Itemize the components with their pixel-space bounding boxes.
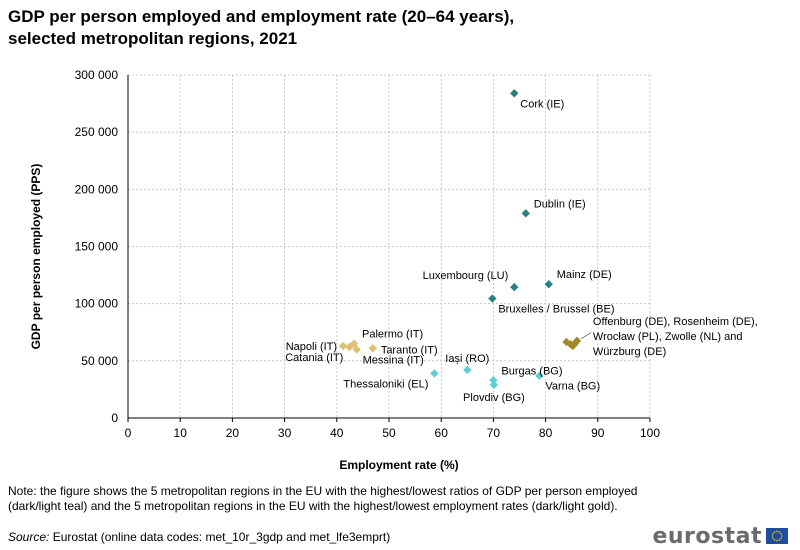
eu-flag-icon — [766, 528, 788, 544]
chart-note: Note: the figure shows the 5 metropolita… — [8, 484, 638, 513]
point-label: Luxembourg (LU) — [423, 270, 509, 282]
point-label: Palermo (IT) — [362, 329, 423, 341]
flag-star-icon — [778, 531, 781, 533]
flag-star-icon — [772, 532, 774, 535]
x-tick-label: 70 — [487, 426, 501, 440]
x-tick-label: 30 — [278, 426, 292, 440]
point-label: Messina (IT) — [363, 354, 424, 366]
flag-star-icon — [780, 537, 782, 540]
point-label: Varna (BG) — [545, 381, 600, 393]
flag-star-icon — [778, 539, 781, 541]
x-tick-label: 20 — [226, 426, 240, 440]
flag-star-icon — [772, 537, 774, 540]
point-label: Bruxelles / Brussel (BE) — [498, 304, 614, 316]
y-tick-label: 300 000 — [75, 68, 119, 82]
point-label: Burgas (BG) — [501, 365, 562, 377]
x-tick-label: 0 — [125, 426, 132, 440]
data-point — [463, 365, 472, 375]
point-label: Dublin (IE) — [534, 198, 586, 210]
point-label: Mainz (DE) — [557, 269, 612, 281]
point-label: Napoli (IT) — [286, 341, 337, 353]
point-label: Thessaloniki (EL) — [343, 378, 428, 390]
point-label: Plovdiv (BG) — [463, 392, 525, 404]
chart-source: Source: Eurostat (online data codes: met… — [8, 530, 390, 544]
data-point — [510, 282, 519, 292]
x-tick-label: 50 — [382, 426, 396, 440]
eurostat-logo: eurostat — [652, 523, 788, 549]
y-tick-label: 0 — [111, 411, 118, 425]
y-axis-title: GDP per person employed (PPS) — [29, 164, 43, 350]
scatter-chart: 0 10 20 30 40 50 60 70 80 90 100 0 50 000 100 000 150 … — [29, 68, 758, 472]
flag-star-icon — [771, 535, 774, 537]
data-point — [430, 369, 439, 378]
data-point — [535, 371, 544, 380]
flag-star-icon — [776, 539, 778, 542]
flag-star-icon — [773, 531, 776, 533]
x-axis-title: Employment rate (%) — [339, 458, 458, 472]
data-point — [488, 294, 497, 303]
data-point — [368, 344, 378, 353]
x-tick-label: 60 — [435, 426, 449, 440]
annotation-leader-line — [580, 332, 592, 340]
point-label: Offenburg (DE), Rosenheim (DE), — [593, 316, 758, 328]
source-label: Source: — [8, 530, 50, 544]
y-tick-label: 50 000 — [81, 354, 118, 368]
flag-star-icon — [773, 539, 776, 541]
point-label: Wrocław (PL), Zwolle (NL) and — [593, 331, 743, 343]
x-tick-label: 80 — [539, 426, 553, 440]
eurostat-logo-text: eurostat — [652, 523, 762, 549]
chart-title-line2: selected metropolitan regions, 2021 — [8, 29, 298, 48]
data-point — [352, 345, 361, 354]
flag-star-icon — [780, 532, 782, 535]
x-tick-label: 90 — [591, 426, 605, 440]
chart-title-line1: GDP per person employed and employment r… — [8, 7, 515, 26]
y-tick-label: 150 000 — [75, 240, 119, 254]
data-point — [338, 341, 348, 351]
x-tick-label: 10 — [174, 426, 188, 440]
point-label: Taranto (IT) — [381, 344, 438, 356]
point-label: Catania (IT) — [285, 352, 343, 364]
data-point — [572, 336, 582, 346]
data-point — [562, 337, 571, 347]
point-label: Würzburg (DE) — [593, 346, 666, 358]
data-point — [489, 380, 499, 390]
data-point — [521, 209, 530, 218]
data-point — [570, 339, 580, 348]
flag-star-icon — [780, 535, 783, 537]
y-tick-label: 200 000 — [75, 182, 119, 196]
x-tick-label: 100 — [640, 426, 660, 440]
x-tick-label: 40 — [330, 426, 344, 440]
point-label: Cork (IE) — [520, 98, 564, 110]
data-point — [510, 89, 519, 98]
point-label: Iași (RO) — [445, 353, 489, 365]
y-tick-label: 250 000 — [75, 125, 119, 139]
flag-star-icon — [776, 530, 778, 533]
source-text: Eurostat (online data codes: met_10r_3gd… — [49, 530, 391, 544]
data-point — [544, 280, 553, 289]
chart-title: GDP per person employed and employment r… — [8, 6, 788, 50]
y-tick-label: 100 000 — [75, 297, 119, 311]
